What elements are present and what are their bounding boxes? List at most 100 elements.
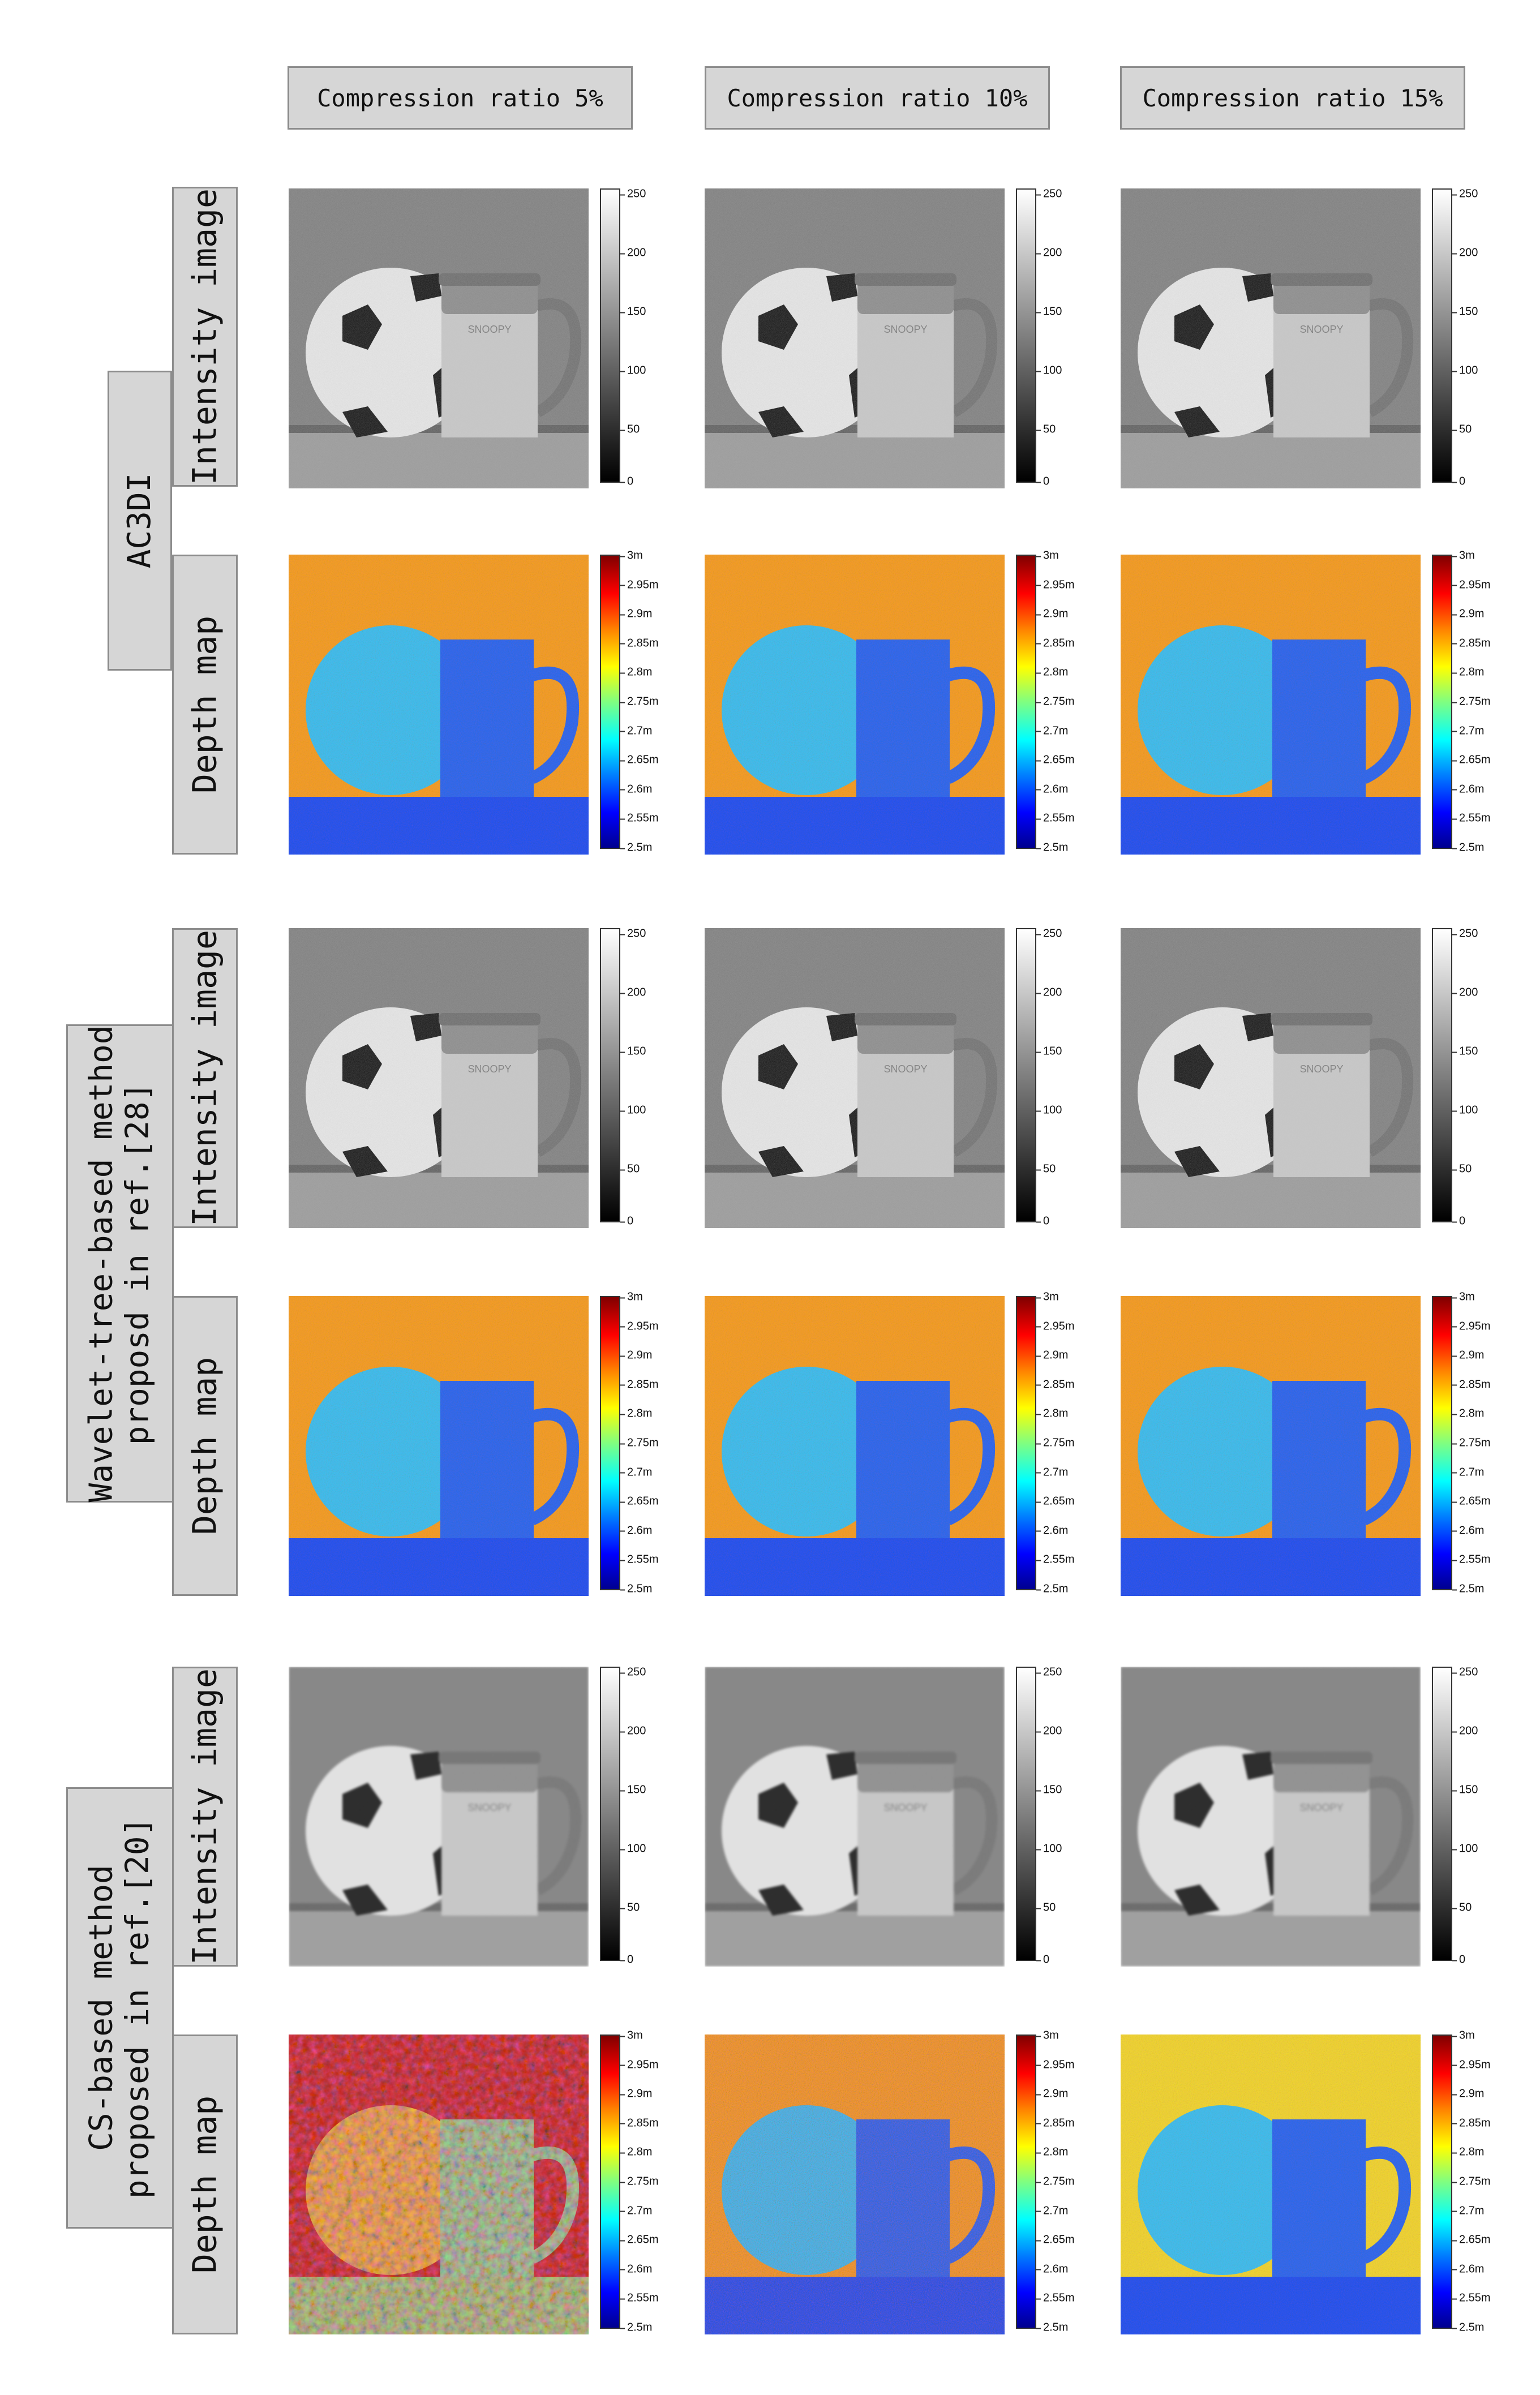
- depth-map-image: [1121, 555, 1421, 855]
- colorbar-tick-label: 2.5m: [620, 1582, 653, 1595]
- colorbar-tick-label: 250: [620, 1666, 646, 1679]
- colorbar-tick-label: 0: [620, 475, 634, 488]
- colorbar-tick-label: 200: [620, 986, 646, 999]
- row-label-text: Intensity image: [185, 188, 224, 485]
- colorbar-tick-label: 2.5m: [1036, 2321, 1069, 2334]
- colorbar-tick-label: 2.55m: [620, 1553, 659, 1566]
- colorbar-tick-label: 2.75m: [1036, 1436, 1075, 1449]
- column-header-label: Compression ratio 10%: [727, 84, 1028, 112]
- colorbar-tick-label: 2.8m: [1036, 2145, 1069, 2158]
- colorbar-tick-label: 250: [1452, 927, 1478, 940]
- depth-map-image: [705, 1296, 1005, 1596]
- colorbar-tick-label: 250: [620, 187, 646, 200]
- colorbar-tick-label: 3m: [1452, 2029, 1475, 2042]
- depth-map-image: [289, 555, 589, 855]
- colorbar-tick-label: 2.95m: [1452, 1320, 1491, 1333]
- depth-map-scene: [1121, 2035, 1421, 2334]
- column-header-1: Compression ratio 5%: [288, 66, 633, 130]
- intensity-colorbar: [1432, 928, 1452, 1222]
- colorbar-tick-label: 2.65m: [620, 2233, 659, 2246]
- colorbar-tick-label: 50: [620, 1162, 640, 1175]
- colorbar-tick-label: 2.85m: [1452, 2117, 1491, 2130]
- colorbar-tick-label: 200: [1452, 986, 1478, 999]
- colorbar-tick-label: 2.95m: [1452, 578, 1491, 591]
- colorbar-tick-label: 50: [1452, 1901, 1472, 1914]
- group-label-line: Wavelet-tree-based method: [83, 1025, 120, 1502]
- row-label-intensity-g3: Intensity image: [172, 1667, 238, 1967]
- depth-map-scene: [289, 2035, 589, 2334]
- colorbar-tick-label: 2.55m: [1452, 812, 1491, 825]
- colorbar-tick-label: 2.8m: [620, 2145, 653, 2158]
- colorbar-tick-label: 2.6m: [1036, 783, 1069, 796]
- colorbar-tick-label: 0: [1452, 475, 1466, 488]
- colorbar-tick-label: 250: [1452, 1666, 1478, 1679]
- colorbar-tick-label: 50: [1036, 1162, 1056, 1175]
- intensity-image: SNOOPY: [705, 1667, 1005, 1967]
- intensity-image: SNOOPY: [1121, 928, 1421, 1228]
- intensity-colorbar: [1432, 1667, 1452, 1961]
- colorbar-tick-label: 250: [1036, 927, 1062, 940]
- colorbar-tick-label: 0: [1036, 475, 1050, 488]
- depth-map-panel-g1-c2: 3m 2.95m 2.9m 2.85m 2.8m 2.75m 2.7m 2.65m 2.6m 2.…: [705, 550, 1112, 855]
- intensity-image: SNOOPY: [705, 188, 1005, 488]
- intensity-colorbar: [1016, 928, 1036, 1222]
- colorbar-ticks: 250 200 150 100 50 0: [1036, 1666, 1112, 1966]
- intensity-image: SNOOPY: [1121, 188, 1421, 488]
- intensity-image: SNOOPY: [289, 188, 589, 488]
- colorbar-ticks: 3m 2.95m 2.9m 2.85m 2.8m 2.75m 2.7m 2.65m 2.6m 2.…: [620, 2029, 696, 2334]
- colorbar-tick-label: 150: [620, 1045, 646, 1058]
- colorbar-tick-label: 150: [620, 305, 646, 318]
- colorbar-tick-label: 250: [1452, 187, 1478, 200]
- colorbar-tick-label: 2.7m: [1452, 1466, 1485, 1479]
- row-label-text: Intensity image: [185, 1668, 224, 1965]
- intensity-image-panel-g3-c2: SNOOPY 250 200 150 100 50 0: [705, 1666, 1112, 1967]
- colorbar-tick-label: 2.8m: [620, 666, 653, 679]
- colorbar-tick-label: 0: [620, 1953, 634, 1966]
- colorbar-tick-label: 2.6m: [1036, 2263, 1069, 2276]
- colorbar-tick-label: 250: [1036, 1666, 1062, 1679]
- colorbar-tick-label: 2.55m: [620, 2291, 659, 2304]
- intensity-image-scene: SNOOPY: [1121, 928, 1421, 1228]
- colorbar-tick-label: 2.6m: [1452, 2263, 1485, 2276]
- depth-colorbar: [1432, 1296, 1452, 1590]
- colorbar-tick-label: 2.6m: [1452, 1524, 1485, 1537]
- colorbar-tick-label: 2.55m: [1036, 1553, 1075, 1566]
- colorbar-tick-label: 2.8m: [1452, 666, 1485, 679]
- colorbar-tick-label: 200: [620, 1724, 646, 1737]
- row-label-intensity-g1: Intensity image: [172, 187, 238, 487]
- colorbar-tick-label: 50: [1036, 1901, 1056, 1914]
- colorbar-tick-label: 2.55m: [1036, 2291, 1075, 2304]
- colorbar-tick-label: 2.5m: [1036, 1582, 1069, 1595]
- colorbar-tick-label: 2.85m: [1036, 1378, 1075, 1391]
- colorbar-tick-label: 3m: [620, 1290, 643, 1303]
- colorbar-tick-label: 2.75m: [1452, 2175, 1491, 2188]
- intensity-image-scene: SNOOPY: [1121, 1667, 1421, 1967]
- colorbar-tick-label: 2.95m: [620, 2058, 659, 2071]
- colorbar-tick-label: 100: [620, 1842, 646, 1855]
- column-header-label: Compression ratio 15%: [1142, 84, 1443, 112]
- colorbar-tick-label: 3m: [1036, 549, 1059, 562]
- colorbar-tick-label: 2.75m: [1452, 1436, 1491, 1449]
- colorbar-tick-label: 2.9m: [1036, 607, 1069, 620]
- colorbar-tick-label: 2.75m: [1036, 2175, 1075, 2188]
- depth-map-panel-g3-c1: 3m 2.95m 2.9m 2.85m 2.8m 2.75m 2.7m 2.65m 2.6m 2.…: [289, 2029, 696, 2334]
- colorbar-tick-label: 2.9m: [1452, 1349, 1485, 1362]
- colorbar-tick-label: 3m: [620, 549, 643, 562]
- colorbar-tick-label: 2.95m: [1036, 2058, 1075, 2071]
- colorbar-tick-label: 2.55m: [1452, 2291, 1491, 2304]
- colorbar-tick-label: 2.8m: [1452, 2145, 1485, 2158]
- colorbar-tick-label: 2.85m: [1452, 1378, 1491, 1391]
- colorbar-ticks: 3m 2.95m 2.9m 2.85m 2.8m 2.75m 2.7m 2.65m 2.6m 2.…: [1036, 2029, 1112, 2334]
- colorbar-tick-label: 200: [1036, 246, 1062, 259]
- intensity-colorbar: [1432, 188, 1452, 483]
- colorbar-tick-label: 150: [620, 1783, 646, 1796]
- depth-map-scene: [1121, 1296, 1421, 1596]
- colorbar-tick-label: 50: [1452, 423, 1472, 436]
- row-label-intensity-g2: Intensity image: [172, 928, 238, 1228]
- colorbar-tick-label: 2.55m: [1452, 1553, 1491, 1566]
- colorbar-ticks: 250 200 150 100 50 0: [1452, 1666, 1528, 1966]
- colorbar-ticks: 250 200 150 100 50 0: [620, 1666, 696, 1966]
- colorbar-tick-label: 2.95m: [1452, 2058, 1491, 2071]
- colorbar-tick-label: 2.95m: [1036, 1320, 1075, 1333]
- colorbar-tick-label: 2.7m: [1452, 724, 1485, 737]
